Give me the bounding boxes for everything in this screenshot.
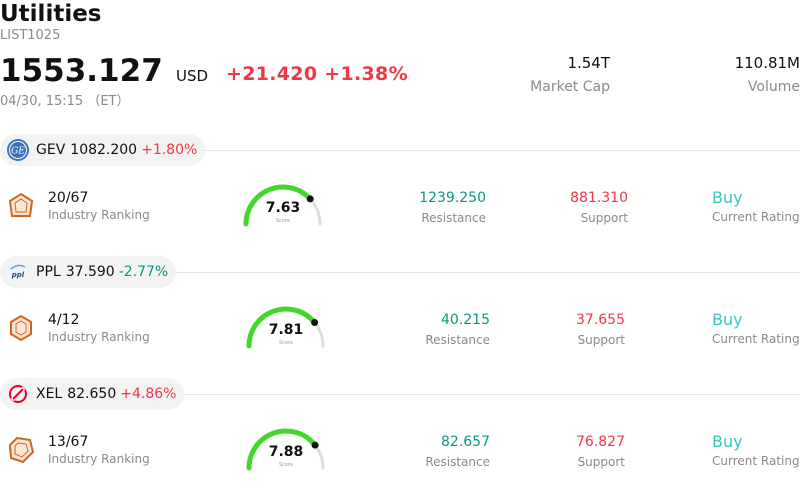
ppl-logo-icon: ppl <box>6 260 30 284</box>
score-value: 7.63 <box>265 200 301 216</box>
index-code: LIST1025 <box>0 28 61 43</box>
score-value: 7.81 <box>268 322 304 338</box>
divider <box>0 394 800 395</box>
resistance: 40.215 Resistance <box>425 312 490 347</box>
industry-rank-label: Industry Ranking <box>48 330 150 344</box>
stock-ticker: PPL <box>36 264 61 280</box>
resistance-label: Resistance <box>425 455 490 469</box>
change-value: +21.420 <box>226 63 318 85</box>
stock-change: +1.80% <box>141 142 198 158</box>
support: 881.310 Support <box>570 190 628 225</box>
rating-label: Current Rating <box>712 210 800 224</box>
industry-rank-value: 20/67 <box>48 190 89 206</box>
resistance-value: 40.215 <box>441 312 490 328</box>
rating-label: Current Rating <box>712 454 800 468</box>
current-rating[interactable]: Buy Current Rating <box>712 310 800 346</box>
score-gauge-arc <box>243 184 322 227</box>
volume-value: 110.81M <box>734 54 800 72</box>
resistance-label: Resistance <box>425 333 490 347</box>
support-value: 76.827 <box>576 434 625 450</box>
support-value: 881.310 <box>570 190 628 206</box>
svg-text:GE: GE <box>11 147 25 157</box>
industry-rank-label: Industry Ranking <box>48 208 150 222</box>
stock-section-xel: XEL 82.650 +4.86% 13/67 Industry Ranking… <box>0 378 800 488</box>
xel-logo-icon <box>6 382 30 406</box>
resistance-label: Resistance <box>421 211 486 225</box>
ranking-icon <box>8 436 35 464</box>
resistance-value: 82.657 <box>441 434 490 450</box>
index-change: +21.420 +1.38% <box>226 63 408 85</box>
support-label: Support <box>577 333 625 347</box>
volume-stat: 110.81M Volume <box>735 53 800 95</box>
support-label: Support <box>580 211 628 225</box>
resistance: 1239.250 Resistance <box>419 190 486 225</box>
stock-ticker: GEV <box>36 142 66 158</box>
industry-rank-label: Industry Ranking <box>48 452 150 466</box>
stock-change: -2.77% <box>118 264 169 280</box>
score-gauge-arc <box>246 428 325 471</box>
current-rating[interactable]: Buy Current Rating <box>712 432 800 468</box>
industry-rank-value: 4/12 <box>48 312 80 328</box>
change-percent: +1.38% <box>324 63 408 85</box>
index-price: 1553.127 <box>0 53 163 89</box>
rating-label: Current Rating <box>712 332 800 346</box>
volume-label: Volume <box>747 79 800 95</box>
page-title: Utilities <box>0 1 102 27</box>
stock-chip-xel[interactable]: XEL 82.650 +4.86% <box>0 378 185 410</box>
stock-chip-gev[interactable]: GE GEV 1082.200 +1.80% <box>0 134 206 166</box>
resistance-value: 1239.250 <box>419 190 486 206</box>
ge-logo-icon: GE <box>6 138 30 162</box>
support: 76.827 Support <box>576 434 625 469</box>
rating-value: Buy <box>712 310 743 329</box>
score-gauge: 7.63 Score <box>242 178 328 228</box>
stock-ticker: XEL <box>36 386 63 402</box>
divider <box>0 272 800 273</box>
market-cap-label: Market Cap <box>530 79 610 95</box>
rating-value: Buy <box>712 188 743 207</box>
market-cap-stat: 1.54T Market Cap <box>530 53 610 95</box>
timestamp: 04/30, 15:15 （ET） <box>0 94 130 109</box>
rating-value: Buy <box>712 432 743 451</box>
currency-label: USD <box>176 67 209 85</box>
score-label: Score <box>278 340 293 346</box>
stock-price: 1082.200 <box>70 142 138 158</box>
support: 37.655 Support <box>576 312 625 347</box>
divider <box>0 150 800 151</box>
stock-section-gev: GE GEV 1082.200 +1.80% 20/67 Industry Ra… <box>0 134 800 256</box>
score-gauge-arc <box>246 306 325 349</box>
resistance: 82.657 Resistance <box>425 434 490 469</box>
svg-text:ppl: ppl <box>11 271 25 279</box>
support-value: 37.655 <box>576 312 625 328</box>
stock-chip-ppl[interactable]: ppl PPL 37.590 -2.77% <box>0 256 177 288</box>
ranking-icon <box>8 314 34 342</box>
score-label: Score <box>275 218 290 224</box>
stock-price: 82.650 <box>67 386 117 402</box>
stock-price: 37.590 <box>65 264 115 280</box>
industry-rank-value: 13/67 <box>48 434 89 450</box>
score-label: Score <box>278 462 293 468</box>
current-rating[interactable]: Buy Current Rating <box>712 188 800 224</box>
score-gauge: 7.88 Score <box>245 422 331 472</box>
stock-section-ppl: ppl PPL 37.590 -2.77% 4/12 Industry Rank… <box>0 256 800 378</box>
score-gauge: 7.81 Score <box>245 300 331 350</box>
market-cap-value: 1.54T <box>567 54 610 72</box>
ranking-icon <box>8 192 34 220</box>
support-label: Support <box>577 455 625 469</box>
stock-change: +4.86% <box>120 386 177 402</box>
score-value: 7.88 <box>268 444 304 460</box>
